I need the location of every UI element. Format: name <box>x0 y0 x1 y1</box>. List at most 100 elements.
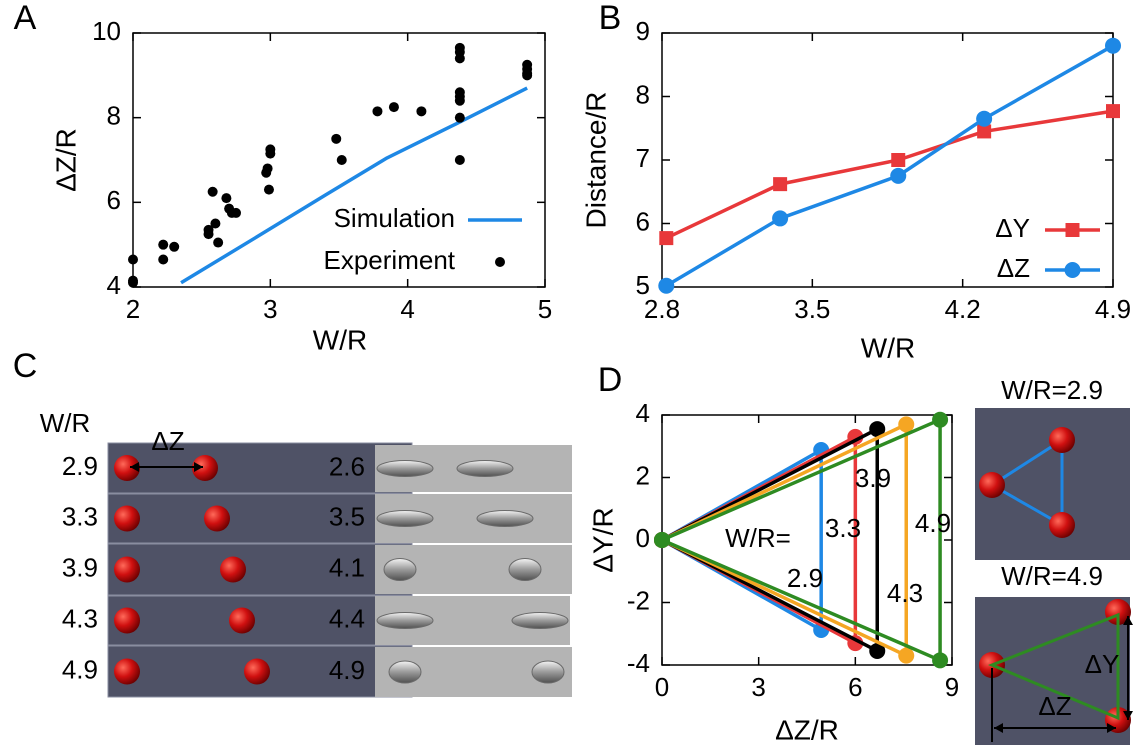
row-label: 3.9 <box>62 552 98 582</box>
sphere <box>192 455 218 481</box>
series-line <box>665 109 1114 240</box>
arrow-head <box>130 462 203 472</box>
marker <box>158 239 169 250</box>
plot-frame <box>661 414 953 666</box>
marker <box>898 647 915 664</box>
marker <box>265 148 276 159</box>
cell <box>376 510 434 527</box>
x-tick-label: 3 <box>263 294 277 324</box>
marker <box>773 177 788 192</box>
x-tick-label: 0 <box>655 672 669 702</box>
marker <box>331 133 342 144</box>
legend-label: ΔY <box>995 213 1030 243</box>
x-tick-label: 3.5 <box>794 294 830 324</box>
series-note: 4.3 <box>887 578 923 608</box>
marker <box>454 155 465 165</box>
sphere <box>220 556 246 583</box>
y-axis-title: Distance/R <box>580 92 611 229</box>
marker <box>388 102 399 113</box>
y-tick-label: 8 <box>107 101 121 131</box>
marker <box>262 163 273 174</box>
series-note: 4.9 <box>915 508 951 538</box>
marker <box>454 53 465 64</box>
y-axis-title: ΔY/R <box>587 507 618 572</box>
marker <box>221 193 232 204</box>
marker <box>891 153 906 167</box>
dimension-label: ΔY <box>1085 649 1120 679</box>
marker <box>416 106 427 117</box>
y-tick-label: -4 <box>627 648 650 678</box>
marker <box>454 95 465 106</box>
marker <box>976 110 993 127</box>
marker <box>128 254 138 265</box>
marker <box>263 184 274 195</box>
simulation-image <box>107 595 413 646</box>
row-label: 3.5 <box>329 501 365 531</box>
marker <box>213 237 224 248</box>
simulation-image <box>107 493 413 544</box>
row-label: 3.3 <box>62 501 98 531</box>
inset-title: W/R=4.9 <box>1001 561 1103 591</box>
marker <box>869 642 886 659</box>
marker <box>890 167 907 184</box>
sphere <box>229 607 255 634</box>
y-tick-label: 9 <box>636 16 650 46</box>
panel-label: B <box>599 0 622 37</box>
legend-label: ΔZ <box>997 253 1030 283</box>
x-tick-label: 9 <box>945 672 959 702</box>
marker <box>1106 104 1120 119</box>
legend-marker <box>495 257 505 267</box>
sphere <box>979 472 1005 498</box>
marker <box>169 241 180 252</box>
marker <box>210 218 221 229</box>
y-tick-label: -2 <box>627 585 650 615</box>
x-tick-label: 5 <box>538 294 552 324</box>
series-line <box>661 417 942 663</box>
sphere <box>114 607 140 634</box>
inset-triangle <box>989 437 1064 528</box>
marker <box>372 106 383 117</box>
marker <box>1105 37 1121 54</box>
y-tick-label: 2 <box>636 460 650 490</box>
marker <box>231 207 241 218</box>
series-line <box>661 422 908 658</box>
x-tick-label: 2.8 <box>644 294 680 324</box>
x-tick-label: 4.2 <box>945 294 981 324</box>
sphere <box>204 505 230 532</box>
sphere <box>114 505 140 532</box>
legend-marker <box>1065 223 1080 237</box>
legend-label: Simulation <box>334 203 455 233</box>
series-line <box>665 44 1114 288</box>
sphere <box>1049 427 1075 453</box>
marker <box>454 112 465 123</box>
row-label: 4.9 <box>62 654 98 684</box>
cell <box>376 612 434 629</box>
legend-label: Experiment <box>324 245 456 275</box>
sphere <box>1049 512 1075 538</box>
series-line <box>180 86 528 285</box>
inset-triangle <box>988 612 1120 721</box>
series-line <box>661 448 823 632</box>
marker <box>932 411 949 428</box>
x-tick-label: 6 <box>848 672 862 702</box>
series-line <box>661 427 879 653</box>
marker <box>659 231 674 246</box>
y-tick-label: 5 <box>636 270 650 300</box>
arrow-label: ΔZ <box>151 426 184 456</box>
y-tick-label: 6 <box>107 185 121 215</box>
series-note: 2.9 <box>787 563 823 593</box>
marker <box>658 277 675 294</box>
annotation: W/R= <box>725 523 791 553</box>
cell <box>476 510 534 527</box>
legend-marker <box>1064 262 1081 278</box>
x-tick-label: 3 <box>751 672 765 702</box>
simulation-image <box>107 543 413 596</box>
y-tick-label: 8 <box>636 79 650 109</box>
marker <box>869 421 886 438</box>
row-label: 4.9 <box>329 655 365 685</box>
marker <box>336 155 347 165</box>
marker <box>977 124 992 139</box>
inset-title: W/R=2.9 <box>1001 375 1103 405</box>
